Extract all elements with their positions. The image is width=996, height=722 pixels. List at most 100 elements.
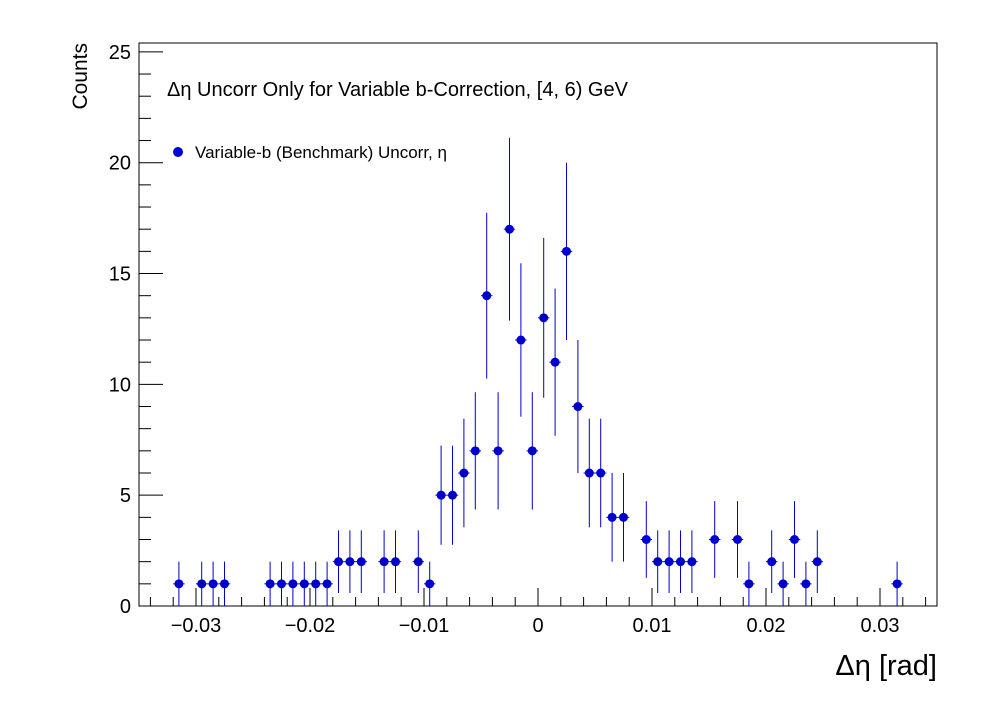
data-point	[811, 530, 823, 594]
x-tick-label: −0.02	[285, 615, 336, 637]
data-point	[674, 530, 687, 594]
data-marker	[710, 535, 720, 545]
data-point	[469, 392, 481, 510]
data-marker	[516, 335, 526, 345]
data-marker	[607, 512, 617, 522]
x-tick-label: 0.02	[747, 615, 786, 637]
x-tick-label: −0.01	[399, 615, 450, 637]
legend: Variable-b (Benchmark) Uncorr, η	[173, 143, 447, 162]
data-point	[424, 561, 436, 606]
y-tick-label: 5	[120, 485, 131, 507]
data-marker	[744, 579, 754, 589]
data-point	[800, 561, 812, 606]
data-marker	[641, 535, 651, 545]
data-point	[378, 530, 390, 594]
x-axis-title: Δη [rad]	[835, 650, 937, 682]
x-tick-label: 0.01	[633, 615, 672, 637]
y-tick-label: 0	[120, 596, 131, 618]
data-marker	[687, 557, 697, 567]
data-point	[652, 530, 664, 594]
data-marker	[619, 512, 628, 522]
data-marker	[334, 557, 343, 567]
data-marker	[345, 557, 355, 567]
y-tick-label: 15	[109, 264, 131, 286]
legend-marker	[173, 147, 183, 157]
data-point	[526, 392, 538, 510]
data-point	[196, 561, 208, 606]
data-marker	[812, 557, 822, 567]
data-marker	[527, 446, 537, 456]
data-marker	[448, 490, 457, 500]
y-axis-title: Counts	[69, 43, 92, 110]
data-marker	[311, 579, 321, 589]
data-point	[560, 162, 573, 341]
data-point	[355, 530, 367, 594]
data-point	[583, 418, 595, 528]
data-marker	[174, 579, 184, 589]
data-point	[617, 473, 630, 562]
data-point	[572, 340, 584, 474]
data-point	[481, 212, 493, 379]
data-point	[731, 501, 744, 578]
data-point	[595, 418, 607, 528]
data-point	[503, 137, 516, 321]
data-point	[538, 237, 550, 398]
data-marker	[790, 535, 799, 545]
data-marker	[539, 313, 549, 323]
data-marker	[356, 557, 366, 567]
data-point	[435, 445, 447, 545]
data-marker	[288, 579, 298, 589]
data-point	[663, 530, 675, 594]
data-point	[777, 561, 789, 606]
data-marker	[470, 446, 480, 456]
data-marker	[197, 579, 207, 589]
data-point	[891, 561, 903, 606]
data-point	[287, 561, 299, 606]
x-tick-label: 0	[532, 615, 543, 637]
data-point	[207, 561, 219, 606]
data-marker	[596, 468, 606, 478]
data-point	[332, 530, 345, 594]
legend-label: Variable-b (Benchmark) Uncorr, η	[195, 143, 447, 162]
data-point	[218, 561, 231, 606]
data-marker	[562, 246, 571, 256]
data-marker	[220, 579, 229, 589]
data-marker	[664, 557, 674, 567]
data-marker	[801, 579, 811, 589]
data-point	[446, 445, 459, 545]
data-point	[458, 418, 470, 528]
data-marker	[733, 535, 742, 545]
data-point	[743, 561, 755, 606]
x-tick-label: −0.03	[171, 615, 222, 637]
data-marker	[299, 579, 309, 589]
data-marker	[676, 557, 685, 567]
data-marker	[379, 557, 389, 567]
data-point	[275, 561, 288, 606]
axis-ticks: −0.03 −0.02 −0.01 0 0.01 0.02 0.03 0 5 10 15 20 25	[109, 42, 927, 637]
data-marker	[767, 557, 777, 567]
data-point	[549, 288, 561, 436]
y-tick-label: 20	[109, 153, 131, 175]
data-point	[310, 561, 322, 606]
data-point	[264, 561, 276, 606]
y-tick-label: 25	[109, 42, 131, 64]
data-point	[709, 501, 721, 578]
data-point	[515, 263, 527, 417]
data-marker	[436, 490, 446, 500]
y-tick-label: 10	[109, 374, 131, 396]
data-marker	[892, 579, 902, 589]
x-tick-label: 0.03	[861, 615, 900, 637]
data-marker	[265, 579, 275, 589]
data-points	[173, 137, 903, 606]
data-marker	[653, 557, 663, 567]
data-marker	[573, 402, 583, 412]
data-marker	[505, 224, 514, 234]
data-point	[173, 561, 185, 606]
data-marker	[778, 579, 788, 589]
data-point	[788, 501, 801, 578]
data-point	[492, 392, 504, 510]
data-point	[298, 561, 310, 606]
chart-title: Δη Uncorr Only for Variable b-Correction…	[167, 79, 629, 101]
